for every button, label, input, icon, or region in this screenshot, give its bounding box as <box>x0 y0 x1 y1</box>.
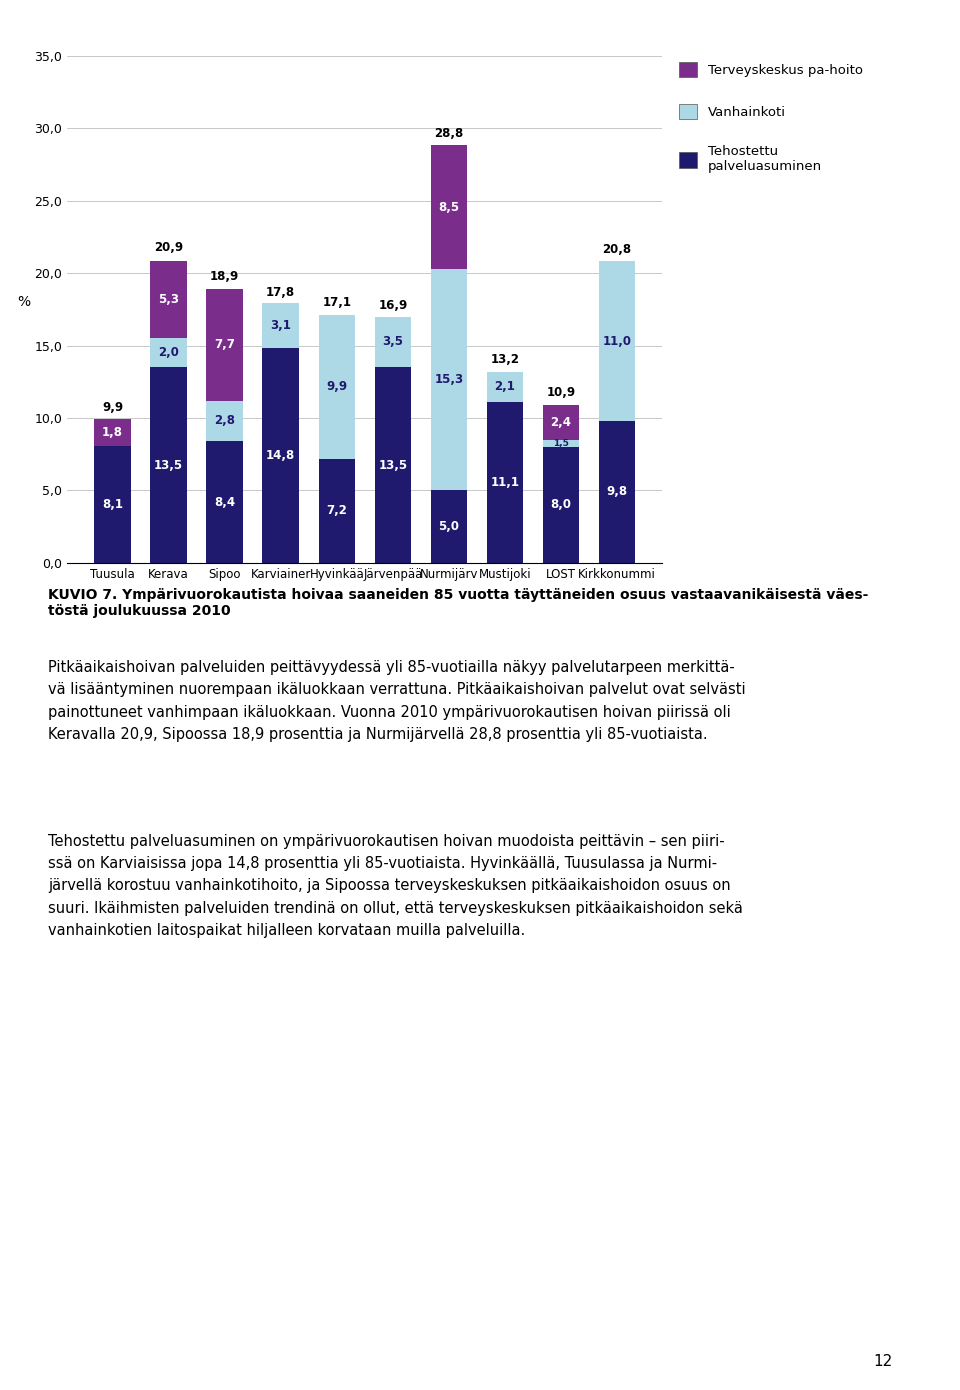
Bar <box>542 404 579 439</box>
Text: 11,1: 11,1 <box>491 475 519 489</box>
Text: 1,5: 1,5 <box>553 439 569 448</box>
Text: 8,5: 8,5 <box>439 200 460 214</box>
Text: 2,4: 2,4 <box>550 416 571 430</box>
Bar <box>262 349 299 563</box>
Text: 7,7: 7,7 <box>214 338 235 352</box>
Bar <box>431 268 468 491</box>
Text: 9,9: 9,9 <box>326 381 348 393</box>
Text: Tehostettu palveluasuminen on ympärivuorokautisen hoivan muodoista peittävin – s: Tehostettu palveluasuminen on ympärivuor… <box>48 834 743 938</box>
Text: 13,5: 13,5 <box>154 459 183 471</box>
Text: 2,1: 2,1 <box>494 381 516 393</box>
Text: 28,8: 28,8 <box>434 126 464 139</box>
Text: 8,4: 8,4 <box>214 496 235 509</box>
Bar <box>319 316 355 459</box>
Bar <box>374 367 411 563</box>
Text: 2,0: 2,0 <box>158 346 179 359</box>
Bar <box>431 491 468 563</box>
Text: 9,9: 9,9 <box>102 400 123 414</box>
Text: 14,8: 14,8 <box>266 449 296 463</box>
Text: 2,8: 2,8 <box>214 414 235 427</box>
Text: 1,8: 1,8 <box>102 425 123 439</box>
Bar <box>94 446 131 563</box>
Bar <box>542 439 579 448</box>
Text: KUVIO 7. Ympärivuorokautista hoivaa saaneiden 85 vuotta täyttäneiden osuus vasta: KUVIO 7. Ympärivuorokautista hoivaa saan… <box>48 588 869 619</box>
Text: 8,1: 8,1 <box>102 498 123 510</box>
Bar <box>599 261 636 421</box>
Text: 5,3: 5,3 <box>158 293 180 306</box>
Text: 20,9: 20,9 <box>154 242 183 254</box>
Text: 13,5: 13,5 <box>378 459 407 471</box>
Text: 9,8: 9,8 <box>607 485 628 499</box>
Bar <box>542 448 579 563</box>
Bar <box>599 421 636 563</box>
Text: 13,2: 13,2 <box>491 353 519 366</box>
Bar <box>431 146 468 268</box>
Text: 3,1: 3,1 <box>271 320 291 332</box>
Text: 12: 12 <box>874 1354 893 1369</box>
Bar <box>206 400 243 441</box>
Bar <box>487 402 523 563</box>
Text: 10,9: 10,9 <box>546 386 576 399</box>
Text: 8,0: 8,0 <box>550 499 571 512</box>
Text: 5,0: 5,0 <box>439 520 460 534</box>
Text: 11,0: 11,0 <box>603 335 632 348</box>
Text: 17,1: 17,1 <box>323 296 351 310</box>
Bar <box>374 317 411 367</box>
Text: 15,3: 15,3 <box>434 373 464 386</box>
Bar <box>262 303 299 349</box>
Text: 3,5: 3,5 <box>382 335 403 349</box>
Bar <box>94 420 131 446</box>
Bar <box>206 289 243 400</box>
Bar <box>487 371 523 402</box>
Text: 7,2: 7,2 <box>326 505 348 517</box>
Text: 17,8: 17,8 <box>266 286 296 299</box>
Bar <box>319 459 355 563</box>
Text: Pitkäaikaishoivan palveluiden peittävyydessä yli 85-vuotiailla näkyy palvelutarp: Pitkäaikaishoivan palveluiden peittävyyd… <box>48 660 746 742</box>
Text: 20,8: 20,8 <box>603 243 632 256</box>
Y-axis label: %: % <box>16 295 30 310</box>
Bar <box>151 367 187 563</box>
Bar <box>151 261 187 338</box>
Bar <box>151 338 187 367</box>
Bar <box>206 441 243 563</box>
Legend: Terveyskeskus pa-hoito, Vanhainkoti, Tehostettu
palveluasuminen: Terveyskeskus pa-hoito, Vanhainkoti, Teh… <box>679 63 863 174</box>
Text: 18,9: 18,9 <box>210 270 239 284</box>
Text: 16,9: 16,9 <box>378 299 407 313</box>
